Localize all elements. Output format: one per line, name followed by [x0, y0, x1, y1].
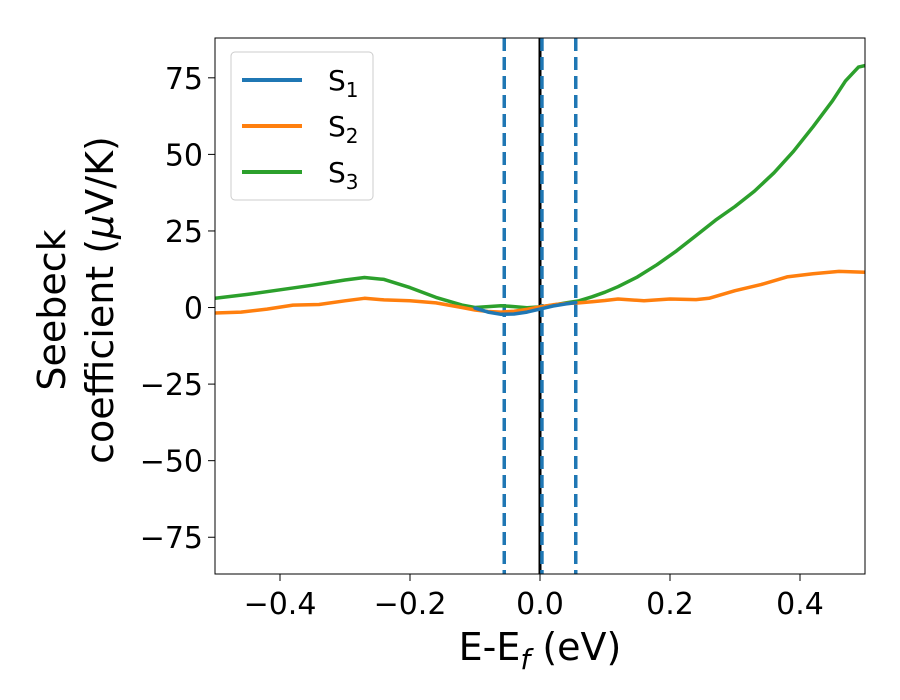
y-axis-label-line2: coefficient (μV/K): [78, 136, 122, 464]
y-tick-label: 0: [184, 292, 203, 327]
x-axis-ticks: −0.4 −0.2 0.0 0.2 0.4: [244, 574, 824, 622]
legend-label-s3: S3: [328, 156, 359, 194]
legend-label-main: S: [328, 64, 346, 97]
series-line-s2: [215, 269, 865, 315]
y-tick-label: −25: [140, 368, 203, 403]
x-tick-label: −0.4: [244, 587, 317, 622]
y-tick-label: −50: [140, 445, 203, 480]
y-tick-label: 75: [165, 62, 203, 97]
legend-label-s1: S1: [328, 64, 359, 102]
y-axis-label: Seebeck coefficient (μV/K): [30, 136, 122, 464]
y-axis-label-mu: μ: [78, 215, 122, 240]
legend-label-sub: 2: [346, 124, 359, 148]
x-tick-label: 0.0: [516, 587, 564, 622]
y-axis-label-line1: Seebeck: [30, 229, 74, 390]
x-axis-label-main: E-E: [459, 625, 521, 669]
legend-label-sub: 3: [346, 170, 359, 194]
y-tick-label: 50: [165, 138, 203, 173]
x-axis-label-tail: (eV): [530, 625, 621, 669]
series-line-s1: [473, 300, 578, 317]
series-lines: [215, 63, 865, 317]
y-tick-label: 25: [165, 215, 203, 250]
legend-label-main: S: [328, 110, 346, 143]
y-tick-label: −75: [140, 521, 203, 556]
x-axis-label: E-Ef (eV): [459, 625, 622, 676]
y-axis-ticks: 75 50 25 0 −25 −50 −75: [140, 62, 215, 556]
legend-label-main: S: [328, 156, 346, 189]
x-tick-label: 0.2: [646, 587, 694, 622]
legend-label-s2: S2: [328, 110, 359, 148]
legend-label-sub: 1: [346, 78, 359, 102]
x-tick-label: −0.2: [374, 587, 447, 622]
x-tick-label: 0.4: [776, 587, 824, 622]
y-axis-label-post: V/K): [78, 136, 122, 215]
y-axis-label-pre: coefficient (: [78, 239, 122, 464]
